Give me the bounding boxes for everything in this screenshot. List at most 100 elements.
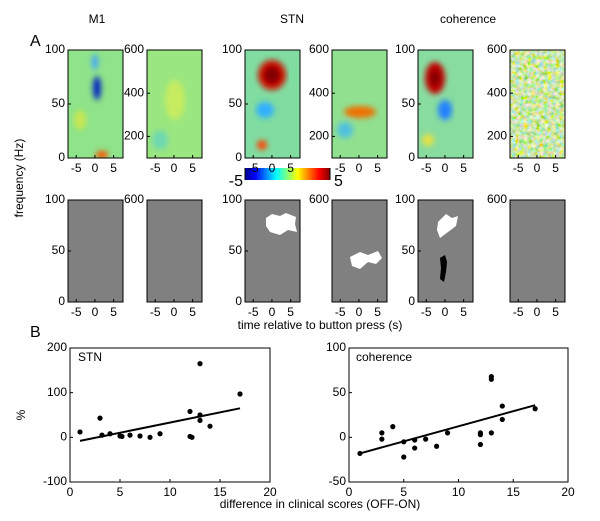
y-tick-label: 0 [235, 294, 242, 308]
y-tick-label: 100 [395, 192, 415, 206]
axes-frame [146, 199, 203, 303]
y-tick-label: 50 [52, 243, 66, 257]
colorbar [245, 168, 330, 180]
x-tick-label: 0 [356, 161, 363, 175]
x-tick-label: 15 [213, 485, 227, 499]
point [477, 430, 483, 436]
y-tick-label: 400 [487, 85, 507, 99]
y-tick-label: 400 [124, 85, 144, 99]
y-tick-label: 100 [47, 385, 67, 399]
x-tick-label: 5 [189, 305, 196, 319]
x-tick-label: 5 [287, 305, 294, 319]
x-tick-label: 5 [189, 161, 196, 175]
y-tick-label: 50 [52, 96, 66, 110]
point [189, 434, 195, 440]
column-title: M1 [89, 12, 106, 26]
x-tick-label: 0 [269, 161, 276, 175]
x-tick-label: 5 [374, 161, 381, 175]
y-tick-label: 0 [60, 430, 67, 444]
x-tick-label: 0 [442, 161, 449, 175]
y-tick-label: 100 [45, 192, 65, 206]
y-tick-label: 50 [402, 96, 416, 110]
axes-frame [348, 347, 569, 483]
point [532, 406, 538, 412]
y-tick-label: 600 [487, 42, 507, 56]
y-axis-label: % [14, 409, 28, 420]
y-tick-label: 600 [487, 192, 507, 206]
point [477, 441, 483, 448]
point [390, 424, 396, 430]
significance-masks [68, 200, 565, 302]
x-tick-label: -5 [513, 305, 524, 319]
x-tick-label: 0 [171, 305, 178, 319]
x-axis-label: difference in clinical scores (OFF-ON) [220, 497, 421, 511]
point [488, 430, 494, 436]
point [97, 415, 103, 421]
x-tick-label: 0 [92, 305, 99, 319]
y-tick-label: -100 [43, 474, 67, 488]
x-tick-label: 5 [400, 485, 407, 499]
colorbar-label: -5 [229, 173, 243, 190]
y-tick-label: 50 [229, 96, 243, 110]
x-tick-label: 0 [269, 305, 276, 319]
x-tick-label: 20 [263, 485, 277, 499]
x-tick-label: 5 [552, 161, 559, 175]
x-tick-label: -5 [421, 161, 432, 175]
point [187, 408, 193, 415]
y-tick-label: 600 [309, 192, 329, 206]
y-tick-label: 100 [326, 340, 346, 354]
point [119, 433, 125, 440]
x-tick-label: 5 [374, 305, 381, 319]
x-tick-label: 0 [171, 161, 178, 175]
point [197, 361, 203, 367]
x-tick-label: 10 [452, 485, 466, 499]
point [207, 423, 213, 429]
x-tick-label: -5 [150, 161, 161, 175]
x-tick-label: 0 [534, 305, 541, 319]
y-tick-label: 0 [58, 294, 65, 308]
x-tick-label: 0 [67, 485, 74, 499]
y-tick-label: 200 [309, 129, 329, 143]
fit-line [359, 404, 536, 455]
x-tick-label: 5 [110, 305, 117, 319]
x-tick-label: 5 [287, 161, 294, 175]
y-tick-label: 200 [487, 129, 507, 143]
fit-line [79, 407, 241, 442]
x-tick-label: -5 [248, 305, 259, 319]
panel-label: A [30, 33, 41, 50]
point [401, 454, 407, 460]
point [499, 416, 505, 423]
point [444, 430, 451, 436]
x-axis-label: time relative to button press (s) [238, 318, 403, 332]
point [147, 434, 153, 440]
point [237, 391, 243, 397]
axes-frame [69, 347, 271, 483]
y-tick-label: 50 [333, 385, 347, 399]
axes-frame [146, 49, 203, 159]
y-tick-label: 600 [124, 42, 144, 56]
x-tick-label: -5 [150, 305, 161, 319]
point [77, 429, 83, 435]
axes-frame [331, 199, 388, 303]
point [499, 403, 505, 409]
y-tick-label: 50 [229, 243, 243, 257]
x-tick-label: 5 [110, 161, 117, 175]
x-tick-label: 5 [460, 305, 467, 319]
colorbar-label: 5 [334, 173, 343, 190]
y-tick-label: 100 [45, 42, 65, 56]
panel-label: B [30, 324, 41, 341]
y-tick-label: 0 [408, 294, 415, 308]
point [127, 432, 133, 438]
y-tick-label: 0 [58, 150, 65, 164]
x-tick-label: 5 [552, 305, 559, 319]
axes-frame [331, 49, 388, 159]
y-tick-label: -50 [329, 474, 347, 488]
x-tick-label: 0 [346, 485, 353, 499]
chart-title: STN [78, 350, 102, 364]
x-tick-label: 20 [561, 485, 575, 499]
y-axis-label: frequency (Hz) [12, 139, 26, 218]
x-tick-label: 0 [92, 161, 99, 175]
y-tick-label: 200 [124, 129, 144, 143]
point [157, 431, 163, 437]
